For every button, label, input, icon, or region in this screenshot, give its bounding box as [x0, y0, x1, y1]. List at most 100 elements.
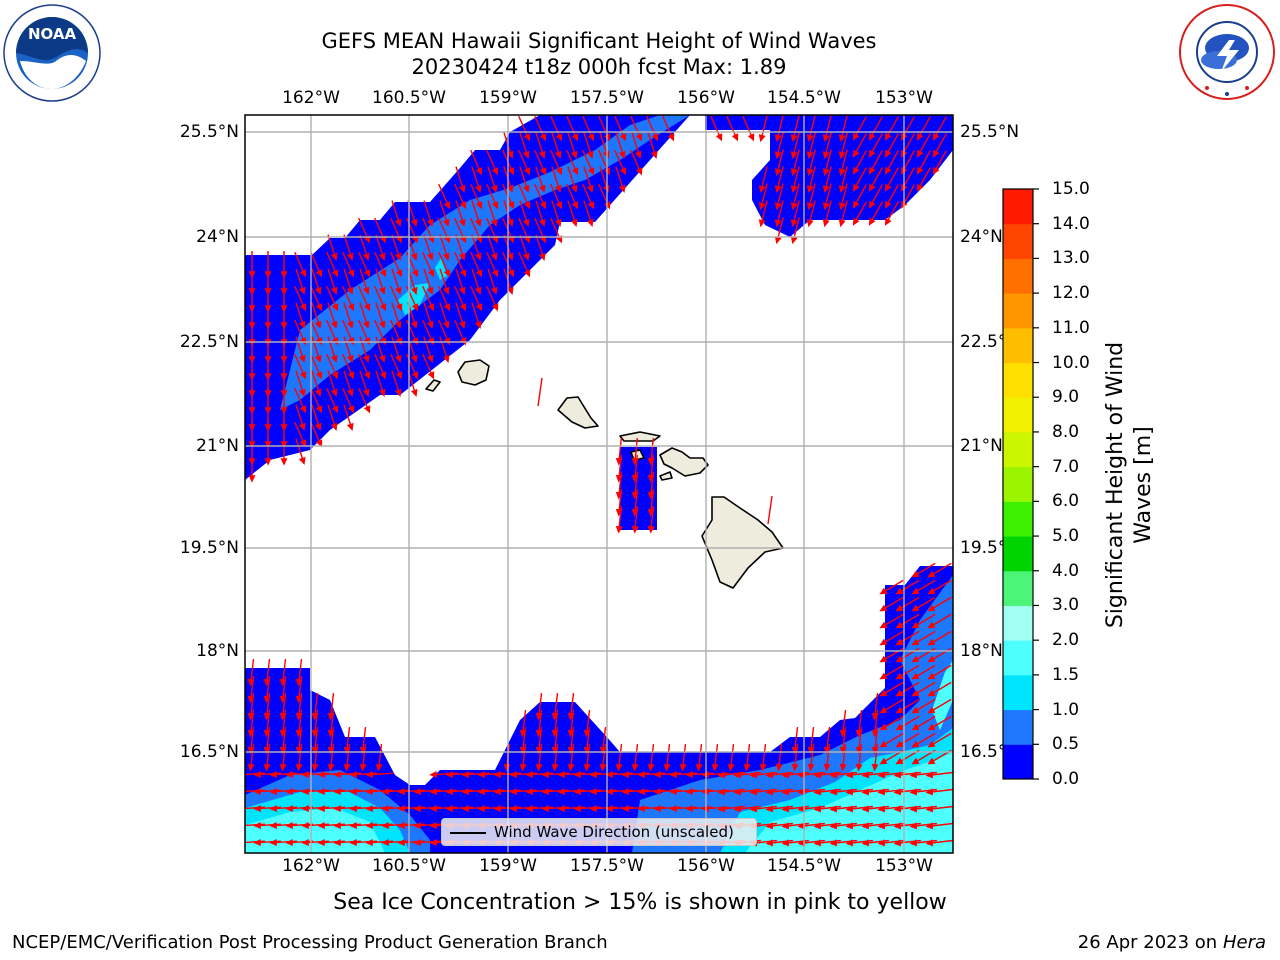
wave-direction-arrow	[767, 495, 773, 525]
wave-direction-arrowhead	[264, 458, 272, 466]
wave-direction-arrowhead	[363, 371, 371, 380]
wave-direction-arrowhead	[774, 151, 782, 160]
wave-direction-arrowhead	[589, 770, 597, 778]
wave-direction-arrowhead	[877, 771, 886, 779]
wave-direction-arrowhead	[893, 822, 902, 830]
wave-direction-arrowhead	[263, 763, 271, 772]
wave-direction-arrowhead	[253, 787, 261, 795]
wave-direction-arrowhead	[239, 789, 244, 794]
lat-right-tick: 21°N	[960, 436, 1003, 456]
wave-direction-arrowhead	[507, 201, 515, 210]
wave-direction-arrowhead	[247, 729, 255, 738]
wave-direction-arrowhead	[331, 405, 339, 414]
colorbar-tick-label: 13.0	[1052, 248, 1090, 269]
wave-direction-arrowhead	[445, 770, 453, 778]
wave-direction-arrowhead	[927, 706, 936, 714]
wave-direction-arrowhead	[685, 804, 693, 812]
wave-direction-arrowhead	[573, 787, 581, 795]
wave-direction-arrowhead	[635, 167, 643, 176]
lon-bottom-tick: 159°W	[479, 856, 537, 876]
nws-logo	[1179, 4, 1275, 100]
wave-direction-arrowhead	[359, 746, 367, 755]
wave-direction-arrowhead	[474, 252, 482, 261]
wave-direction-arrowhead	[774, 134, 782, 143]
colorbar-tick-label: 1.5	[1052, 664, 1080, 685]
wave-direction-arrowhead	[330, 286, 338, 295]
wave-direction-arrowhead	[895, 672, 904, 680]
wave-direction-arrowhead	[239, 772, 244, 777]
wave-direction-arrowhead	[535, 746, 543, 755]
wave-direction-arrowhead	[621, 770, 629, 778]
wave-direction-arrowhead	[839, 729, 847, 738]
colorbar-segment	[1003, 536, 1033, 572]
wave-direction-arrowhead	[519, 763, 527, 772]
wave-direction-arrowhead	[806, 185, 814, 194]
wave-direction-arrowhead	[583, 763, 591, 772]
colorbar-tick-label: 6.0	[1052, 491, 1080, 512]
lon-bottom-tick: 156°W	[677, 856, 735, 876]
wave-direction-arrowhead	[589, 787, 597, 795]
wave-direction-arrowhead	[413, 787, 421, 795]
wave-direction-arrowhead	[807, 763, 815, 772]
wave-direction-arrowhead	[781, 771, 790, 779]
wave-direction-arrowhead	[855, 763, 863, 772]
wave-direction-arrowhead	[330, 354, 338, 363]
wave-direction-arrowhead	[381, 787, 389, 795]
wave-direction-arrowhead	[749, 805, 758, 813]
wave-direction-arrowhead	[774, 185, 782, 194]
colorbar-tick-label: 3.0	[1052, 595, 1080, 616]
wave-direction-arrowhead	[285, 838, 293, 846]
wave-direction-arrowhead	[346, 286, 354, 295]
wave-direction-arrowhead	[301, 770, 309, 778]
wave-direction-arrowhead	[855, 729, 863, 738]
wave-direction-arrowhead	[538, 184, 546, 193]
wave-direction-arrowhead	[554, 150, 562, 159]
wave-direction-arrowhead	[490, 252, 498, 261]
colorbar-label-line1: Significant Height of Wind	[1103, 341, 1128, 629]
wave-direction-arrowhead	[311, 729, 319, 738]
wave-direction-arrowhead	[247, 746, 255, 755]
wave-direction-arrowhead	[667, 133, 675, 142]
wave-direction-arrowhead	[605, 770, 613, 778]
wave-direction-arrowhead	[925, 788, 934, 796]
wave-direction-arrowhead	[394, 320, 402, 329]
wave-direction-arrowhead	[285, 787, 293, 795]
wave-direction-arrowhead	[362, 320, 370, 329]
wave-direction-arrowhead	[557, 804, 565, 812]
colorbar-tick-label: 11.0	[1052, 317, 1090, 338]
wave-direction-arrowhead	[346, 320, 354, 329]
wave-direction-arrowhead	[895, 740, 904, 748]
wave-direction-arrowhead	[877, 788, 886, 796]
island-kahoolawe	[659, 471, 673, 481]
wave-direction-arrowhead	[884, 183, 892, 192]
noaa-wordmark: NOAA	[28, 25, 77, 43]
wave-direction-arrowhead	[790, 185, 798, 194]
footer-left: NCEP/EMC/Verification Post Processing Pr…	[12, 932, 608, 953]
wave-direction-arrowhead	[426, 286, 434, 295]
wave-direction-arrowhead	[791, 746, 799, 755]
wave-direction-arrowhead	[852, 217, 860, 226]
wave-direction-arrowhead	[394, 286, 402, 295]
wave-direction-arrowhead	[895, 757, 904, 765]
wave-direction-arrowhead	[347, 371, 355, 380]
colorbar	[1002, 188, 1039, 780]
wave-direction-arrowhead	[458, 218, 466, 227]
wave-direction-arrowhead	[895, 689, 904, 697]
wave-direction-arrowhead	[475, 303, 483, 312]
wave-direction-arrowhead	[519, 746, 527, 755]
wave-direction-arrowhead	[333, 787, 341, 795]
wave-direction-arrowhead	[315, 303, 323, 312]
wave-direction-arrowhead	[331, 303, 339, 312]
wave-direction-arrowhead	[879, 757, 888, 765]
lon-bottom-tick: 157.5°W	[570, 856, 644, 876]
wave-direction-arrowhead	[695, 763, 703, 772]
wave-direction-arrowhead	[299, 371, 307, 380]
wave-direction-arrowhead	[813, 771, 822, 779]
wave-direction-arrowhead	[909, 839, 918, 847]
wave-direction-arrowhead	[525, 804, 533, 812]
wave-direction-arrowhead	[493, 787, 501, 795]
wave-direction-arrowhead	[461, 770, 469, 778]
wave-direction-arrowhead	[330, 320, 338, 329]
wave-direction-arrowhead	[269, 838, 277, 846]
wave-direction-arrowhead	[927, 604, 936, 612]
